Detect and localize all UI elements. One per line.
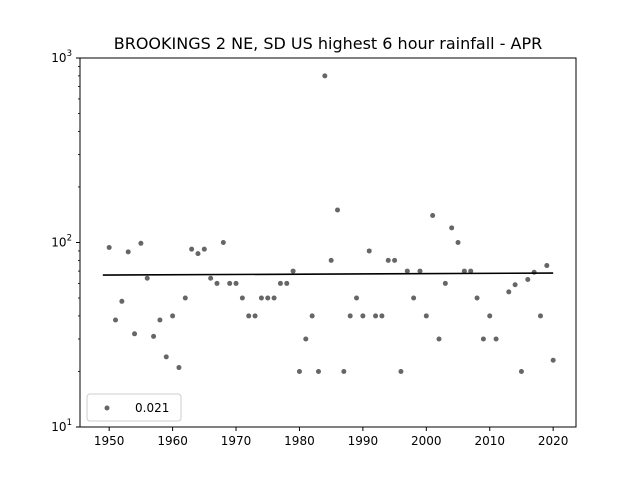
data-point — [132, 331, 138, 337]
y-tick-exponent: 1 — [67, 418, 72, 428]
data-point — [195, 251, 201, 257]
data-point — [322, 73, 328, 79]
y-tick-label: 102 — [51, 234, 72, 250]
data-point — [227, 280, 233, 286]
data-point — [189, 246, 195, 252]
data-point — [417, 268, 423, 274]
data-point — [373, 313, 379, 319]
data-point — [284, 280, 290, 286]
data-point — [474, 295, 480, 301]
data-point — [531, 269, 537, 275]
data-point — [220, 240, 226, 245]
data-point — [379, 313, 385, 319]
data-point — [309, 313, 315, 319]
data-point — [246, 313, 252, 319]
plot-frame — [79, 57, 577, 428]
legend: 0.021 — [86, 393, 182, 422]
data-point — [398, 368, 404, 374]
data-point — [360, 313, 366, 319]
chart-title: BROOKINGS 2 NE, SD US highest 6 hour rai… — [114, 34, 543, 53]
x-tick-label: 1950 — [94, 434, 125, 448]
y-tick-base: 10 — [51, 51, 66, 65]
data-point — [290, 268, 296, 274]
data-point — [335, 207, 341, 213]
data-point — [144, 275, 150, 281]
data-point — [347, 313, 353, 319]
data-point — [233, 280, 239, 286]
data-point — [265, 295, 271, 301]
data-point — [113, 317, 119, 323]
data-point — [487, 313, 493, 319]
y-tick-base: 10 — [51, 236, 66, 250]
data-point — [423, 313, 429, 319]
legend-label: 0.021 — [135, 401, 169, 415]
data-point — [480, 336, 486, 342]
data-point — [239, 295, 245, 301]
data-point — [512, 282, 518, 288]
data-point — [430, 213, 436, 219]
data-point — [461, 268, 467, 274]
data-point — [411, 295, 417, 301]
data-point — [455, 240, 461, 245]
data-point — [151, 333, 157, 339]
data-point — [258, 295, 264, 301]
y-tick-exponent: 3 — [67, 49, 72, 59]
x-tick-label: 2020 — [538, 434, 569, 448]
x-tick-label: 2000 — [411, 434, 442, 448]
data-point — [493, 336, 499, 342]
data-point — [392, 257, 398, 263]
x-tick-label: 1980 — [284, 434, 315, 448]
trend-line — [102, 272, 554, 276]
y-tick-label: 101 — [51, 418, 72, 434]
data-point — [518, 368, 524, 374]
data-point — [442, 280, 448, 286]
data-point — [537, 313, 543, 319]
y-tick-base: 10 — [51, 420, 66, 434]
data-point — [214, 280, 220, 286]
data-point — [176, 365, 182, 371]
legend-box — [86, 393, 182, 422]
data-point — [468, 268, 474, 274]
data-point — [252, 313, 258, 319]
data-point — [525, 277, 531, 283]
data-point — [296, 368, 302, 374]
data-point — [119, 298, 125, 304]
x-tick-label: 1970 — [221, 434, 252, 448]
x-axis: 1950 1960 1970 1980 1990 2000 2010 2020 — [94, 427, 569, 448]
data-point — [125, 249, 131, 255]
data-point — [303, 336, 309, 342]
data-point — [404, 268, 410, 274]
plot-area — [102, 73, 556, 374]
data-point — [354, 295, 360, 301]
data-point — [315, 368, 321, 374]
data-point — [550, 357, 556, 363]
data-point — [182, 295, 188, 301]
data-point — [544, 263, 550, 269]
data-point — [436, 336, 442, 342]
data-point — [506, 289, 512, 295]
data-point — [328, 257, 334, 263]
data-point — [449, 225, 455, 231]
y-tick-exponent: 2 — [67, 234, 72, 244]
x-tick-label: 1960 — [157, 434, 188, 448]
data-point — [271, 295, 277, 301]
data-point — [138, 240, 144, 246]
data-point — [106, 244, 112, 250]
x-tick-label: 2010 — [474, 434, 505, 448]
data-point — [201, 246, 207, 252]
data-point — [385, 257, 391, 263]
data-point — [277, 280, 283, 286]
data-point — [341, 368, 347, 374]
data-point — [208, 275, 214, 281]
x-tick-label: 1990 — [348, 434, 379, 448]
y-tick-label: 103 — [51, 49, 72, 65]
legend-marker — [104, 405, 110, 411]
data-point — [163, 354, 169, 360]
data-point — [170, 313, 176, 319]
data-point — [157, 317, 163, 323]
data-point — [366, 248, 372, 254]
